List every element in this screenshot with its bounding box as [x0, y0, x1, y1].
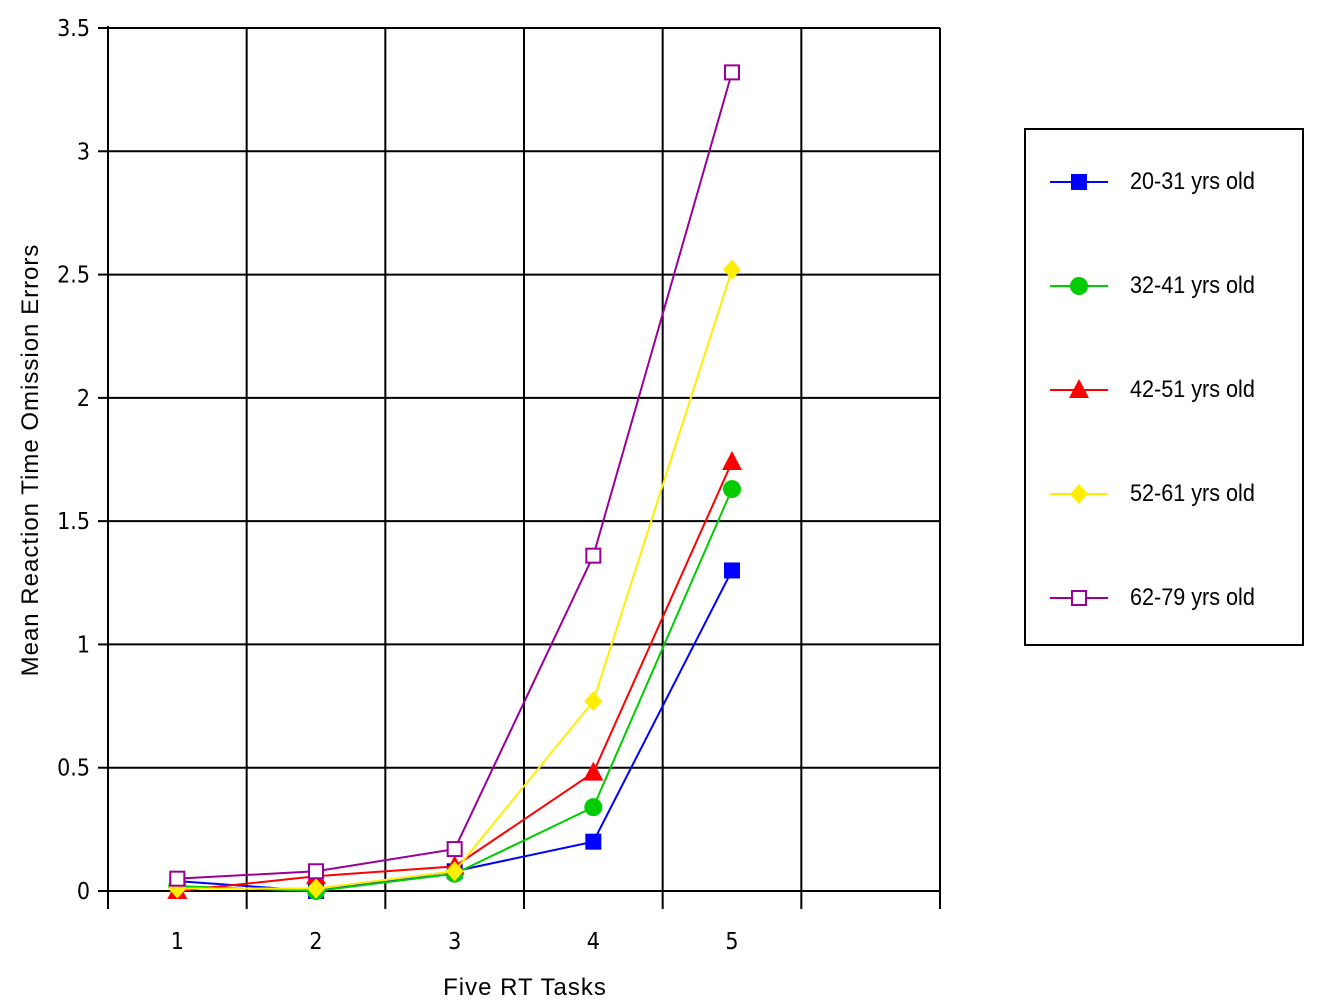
legend-item: 62-79 yrs old: [1026, 578, 1304, 618]
legend-label: 32-41 yrs old: [1130, 272, 1255, 299]
legend-marker: [1069, 379, 1089, 398]
legend-swatch: [1050, 379, 1108, 398]
data-point: [308, 863, 324, 880]
legend-label: 20-31 yrs old: [1130, 168, 1255, 195]
x-tick-label: 3: [448, 929, 461, 955]
data-point: [307, 878, 325, 899]
legend-label: 42-51 yrs old: [1130, 376, 1255, 403]
y-tick-label: 3: [77, 139, 90, 165]
x-tick-label: 5: [725, 929, 738, 955]
data-point: [446, 841, 463, 858]
legend-marker: [1071, 174, 1087, 190]
series: [167, 64, 742, 900]
data-point: [585, 547, 602, 564]
series-5: [169, 64, 740, 887]
data-point: [723, 259, 741, 280]
data-point: [722, 450, 742, 470]
data-point: [724, 64, 740, 81]
legend-swatch: [1050, 174, 1108, 190]
legend-swatch: [1050, 484, 1108, 504]
legend-swatch: [1050, 590, 1108, 606]
data-point: [169, 870, 186, 887]
legend-item: 32-41 yrs old: [1026, 266, 1304, 306]
series-2: [168, 480, 741, 900]
y-tick-label: 1: [77, 632, 90, 658]
y-tick-label: 3.5: [57, 16, 90, 42]
legend-marker: [1070, 277, 1088, 295]
y-tick-label: 2: [77, 386, 90, 412]
series-line: [177, 488, 733, 893]
legend-label: 52-61 yrs old: [1130, 480, 1255, 507]
x-axis-label: Five RT Tasks: [443, 974, 607, 1001]
y-tick-label: 1.5: [57, 509, 90, 535]
y-tick-label: 2.5: [57, 263, 90, 289]
data-point: [585, 833, 602, 850]
y-tick-label: 0.5: [57, 756, 90, 782]
legend-marker: [1070, 484, 1088, 504]
axes: [98, 26, 941, 909]
data-point: [584, 691, 603, 712]
legend-item: 20-31 yrs old: [1026, 162, 1304, 202]
series-3: [167, 450, 742, 899]
series-4: [168, 259, 741, 899]
tick-labels: 0 0.5 1 1.5 2 2.5 3 3.5 1 2 3 4 5: [57, 16, 738, 955]
data-point: [723, 480, 741, 499]
data-point: [584, 798, 603, 817]
x-tick-label: 2: [309, 929, 322, 955]
data-point: [724, 562, 740, 579]
legend-item: 42-51 yrs old: [1026, 370, 1304, 410]
y-tick-label: 0: [77, 879, 90, 905]
legend-item: 52-61 yrs old: [1026, 474, 1304, 514]
legend-label: 62-79 yrs old: [1130, 584, 1255, 611]
x-tick-label: 1: [171, 929, 184, 955]
legend-marker: [1071, 590, 1087, 606]
grid: [108, 27, 940, 891]
legend-swatch: [1050, 277, 1108, 295]
x-tick-label: 4: [587, 929, 600, 955]
data-point: [583, 761, 604, 781]
legend: 20-31 yrs old 32-41 yrs old 42-51 yrs ol…: [1024, 128, 1304, 646]
y-axis-label: Mean Reaction Time Omission Errors: [17, 244, 44, 677]
data-point: [445, 861, 464, 882]
series-line: [177, 72, 733, 880]
